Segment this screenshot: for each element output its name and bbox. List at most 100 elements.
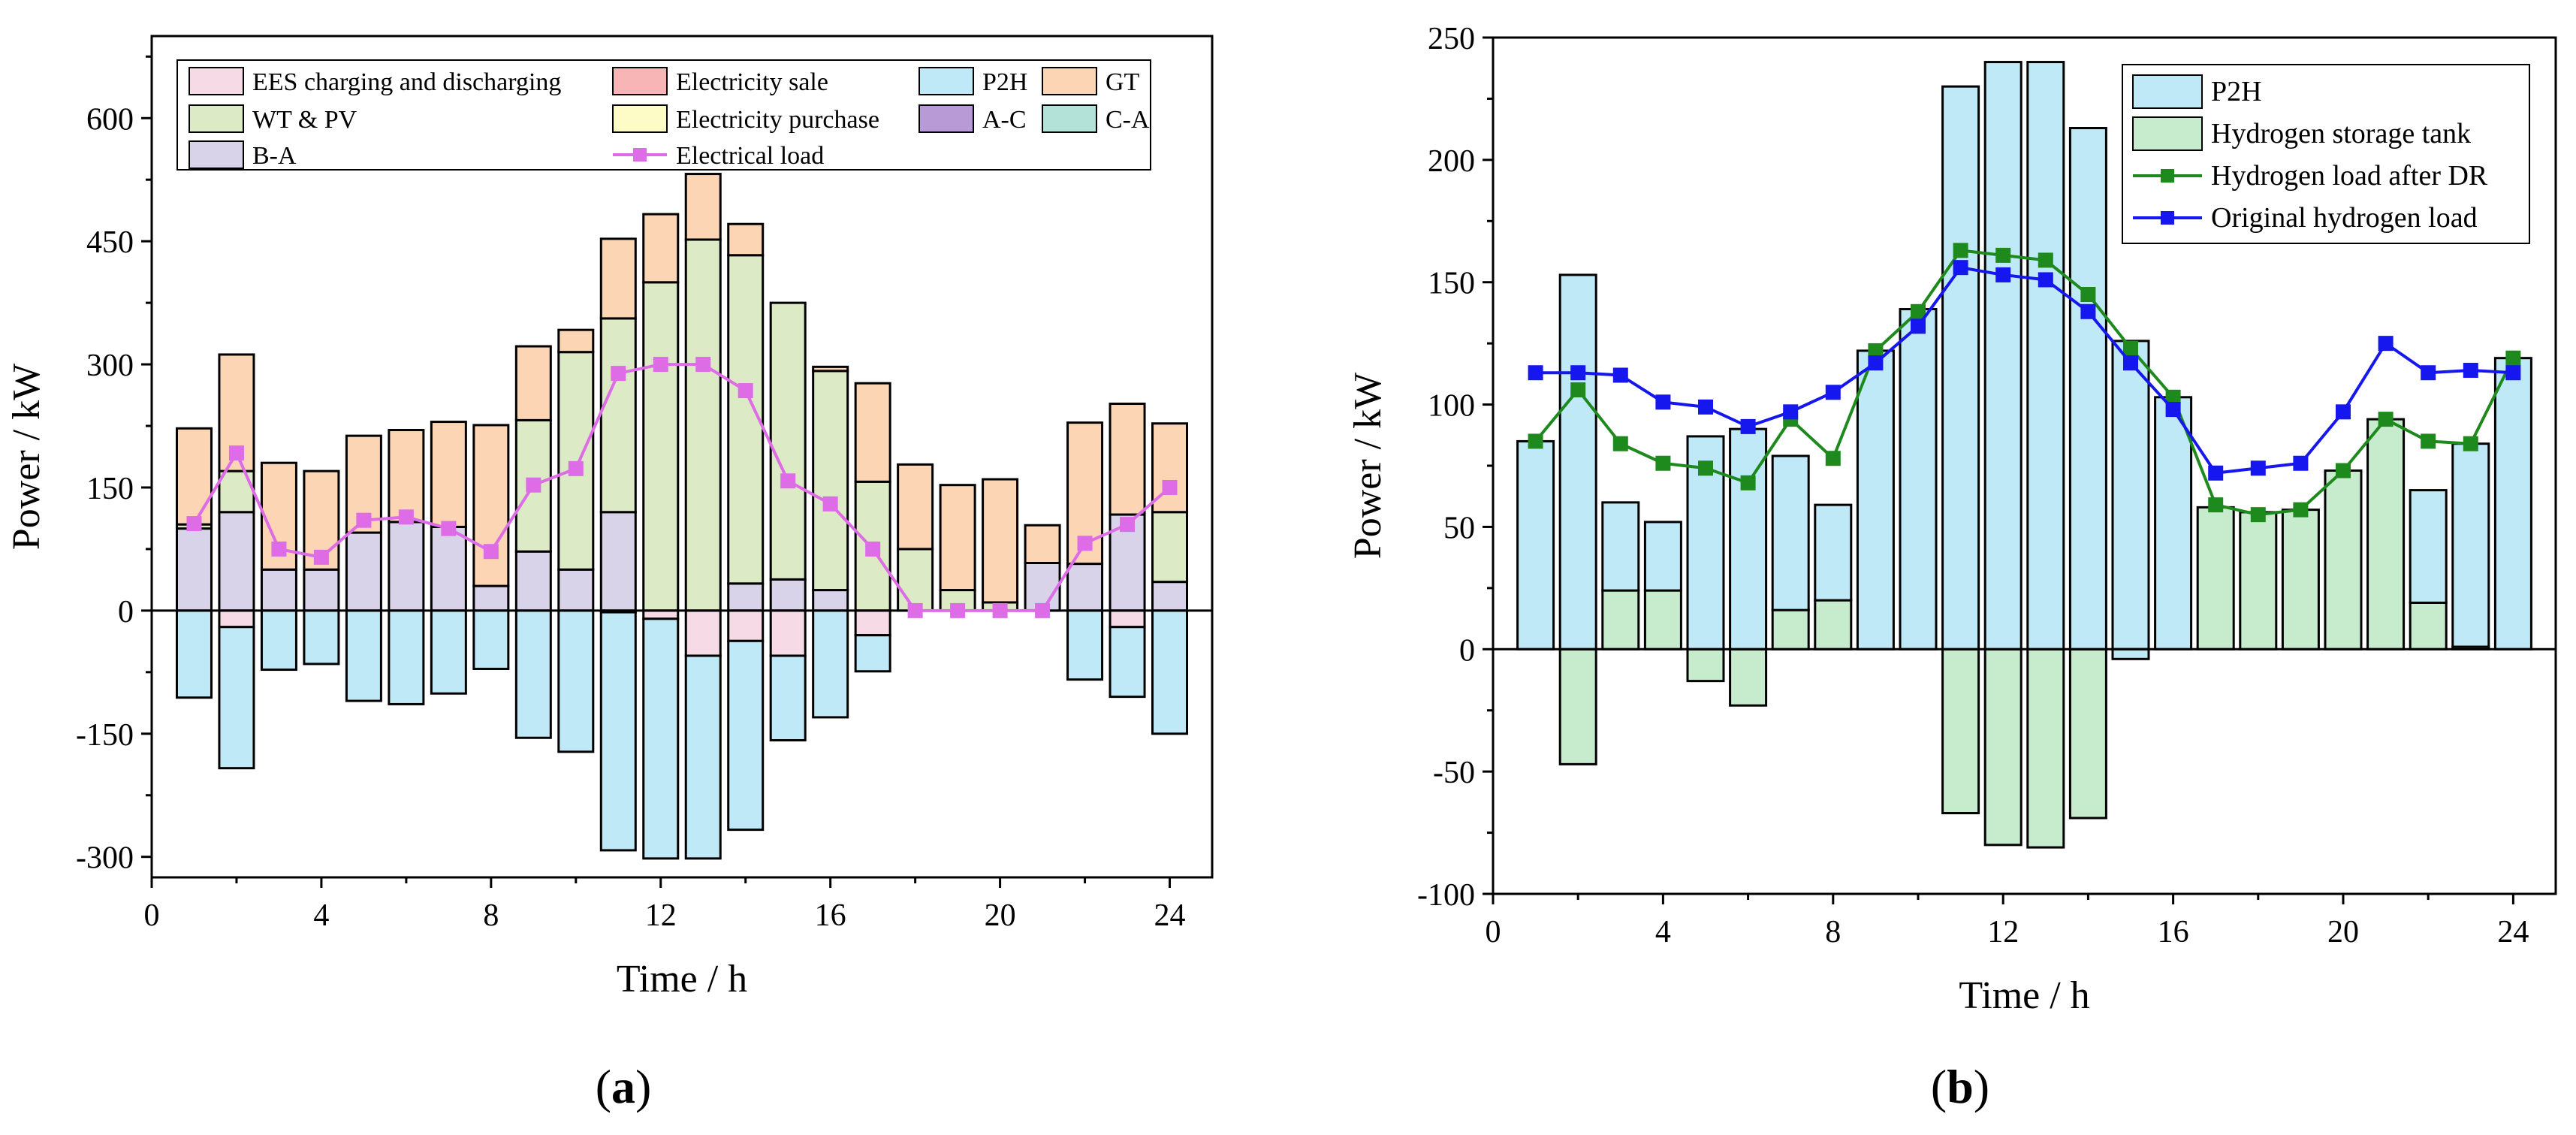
panel-label-close-a: ): [635, 1060, 651, 1113]
series-point-b-0-t15: [2123, 340, 2138, 356]
series-point-b-0-t16: [2165, 389, 2181, 405]
series-point-a-0-t3: [271, 541, 287, 557]
x-tick-label-b-20: 20: [2327, 915, 2359, 949]
bar-b-hydrogen-storage-tank-t13: [2026, 647, 2065, 849]
legend-swatch-a-1: [612, 67, 668, 95]
bar-b-p2h-t11: [1941, 85, 1980, 651]
bar-a-p2h-t24: [1151, 609, 1189, 735]
panel-label-a: (a): [596, 1060, 652, 1113]
legend-label-a-7: C-A: [1106, 106, 1150, 134]
series-point-b-1-t18: [2250, 460, 2266, 476]
legend-label-b-1: Hydrogen storage tank: [2211, 118, 2471, 149]
legend-item-b-0: P2H: [2132, 74, 2262, 109]
series-point-a-0-t18: [907, 602, 923, 618]
panel-a: 0 4 8 12 16 20 24 -300 -150 0 150 300 450 600 Time / h…: [5, 35, 1214, 1113]
bar-a-p2h-t12: [642, 617, 680, 860]
bar-a-wt-pv-t12: [642, 281, 680, 612]
series-point-b-1-t16: [2165, 402, 2181, 418]
bar-a-gt-t13: [684, 173, 722, 241]
bar-a-ees-charging-and-discharging-t23: [1109, 609, 1146, 629]
legend-label-a-0: EES charging and discharging: [252, 68, 561, 96]
bar-a-ees-charging-and-discharging-t12: [642, 609, 680, 620]
bar-a-b-a-t22: [1066, 563, 1104, 612]
legend-label-a-2: P2H: [982, 68, 1027, 96]
bar-a-ees-charging-and-discharging-t13: [684, 609, 722, 657]
bar-a-p2h-t15: [769, 654, 807, 742]
plot-frame-a: [150, 35, 1214, 879]
legend-item-a-8: B-A: [189, 140, 297, 170]
bar-b-p2h-t8: [1814, 503, 1853, 602]
series-point-a-0-t12: [653, 357, 668, 373]
series-point-b-0-t2: [1570, 382, 1586, 398]
series-point-b-0-t18: [2250, 507, 2266, 523]
series-point-b-1-t23: [2463, 362, 2478, 378]
series-point-b-0-t4: [1655, 455, 1671, 471]
y-tick-label-b-0: 0: [1459, 633, 1475, 668]
series-point-b-1-t5: [1698, 399, 1713, 415]
series-point-a-0-t20: [992, 602, 1008, 618]
bar-b-p2h-t4: [1643, 521, 1682, 592]
bar-b-p2h-t9: [1856, 349, 1895, 651]
bar-b-p2h-negative-t15: [2111, 647, 2150, 660]
series-point-a-0-t6: [398, 509, 414, 525]
series-point-b-1-t1: [1528, 365, 1543, 381]
legend-label-a-8: B-A: [252, 142, 297, 170]
bar-a-p2h-t1: [175, 609, 213, 699]
panel-label-open-a: (: [596, 1060, 611, 1113]
bar-a-ees-charging-and-discharging-t14: [727, 609, 765, 642]
series-point-b-0-t19: [2293, 502, 2309, 518]
x-tick-label-b-24: 24: [2497, 915, 2529, 949]
bar-a-gt-t9: [514, 345, 552, 421]
legend-swatch-a-3: [1042, 67, 1097, 95]
bar-a-b-a-t4: [303, 568, 340, 612]
legend-marker-a-9: [633, 148, 647, 161]
bar-a-gt-t18: [897, 463, 934, 551]
series-point-b-0-t6: [1740, 475, 1756, 491]
bar-a-ees-charging-and-discharging-t15: [769, 609, 807, 657]
y-axis-title-b: Power / kW: [1347, 373, 1389, 559]
series-line-a-0: [192, 363, 1171, 612]
series-point-b-1-t17: [2208, 465, 2224, 481]
series-point-a-0-t5: [356, 512, 372, 528]
series-point-b-0-t12: [1995, 247, 2011, 263]
bar-a-b-a-t1: [175, 527, 213, 612]
legend-label-a-9: Electrical load: [676, 142, 824, 170]
y-ticks-a: -300 -150 0 150 300 450 600: [76, 55, 152, 876]
panel-label-b: (b): [1931, 1060, 1989, 1113]
bar-b-hydrogen-storage-tank-t20: [2324, 469, 2363, 651]
series-point-b-1-t10: [1911, 318, 1926, 334]
bar-a-gt-t20: [982, 478, 1019, 604]
series-point-a-0-t14: [738, 383, 753, 399]
bar-b-hydrogen-storage-tank-t6: [1729, 647, 1768, 707]
bar-a-b-a-t7: [430, 525, 467, 612]
x-tick-label-b-8: 8: [1825, 915, 1841, 949]
x-tick-label-a-20: 20: [985, 898, 1016, 933]
bar-a-p2h-t6: [388, 609, 425, 705]
bar-b-hydrogen-storage-tank-t11: [1941, 647, 1980, 815]
series-point-b-1-t11: [1953, 260, 1968, 276]
y-ticks-b: -100 -50 0 50 100 150 200 250: [1417, 22, 1493, 913]
series-point-b-1-t15: [2123, 355, 2138, 371]
y-tick-label-b--100: -100: [1417, 878, 1475, 913]
bar-a-gt-t21: [1024, 524, 1061, 565]
series-point-b-0-t5: [1698, 460, 1713, 476]
legend-label-b-2: Hydrogen load after DR: [2211, 160, 2488, 192]
series-point-b-1-t19: [2293, 455, 2309, 471]
legend-item-a-2: P2H: [918, 67, 1027, 96]
legend-swatch-a-5: [612, 104, 668, 133]
series-point-b-0-t1: [1528, 433, 1543, 449]
series-point-a-0-t11: [611, 366, 626, 382]
bar-a-p2h-t3: [260, 609, 297, 672]
bar-a-p2h-t13: [684, 654, 722, 860]
series-point-b-1-t24: [2505, 365, 2521, 381]
legend-item-b-3: Original hydrogen load: [2133, 202, 2478, 234]
bars-b: [1516, 61, 2532, 849]
series-point-a-0-t23: [1120, 517, 1136, 533]
legend-label-a-3: GT: [1106, 68, 1140, 96]
x-tick-label-b-12: 12: [1987, 915, 2019, 949]
bar-a-ees-charging-and-discharging-t2: [218, 609, 255, 629]
series-point-a-0-t1: [186, 516, 202, 532]
legend-item-b-1: Hydrogen storage tank: [2132, 116, 2471, 151]
